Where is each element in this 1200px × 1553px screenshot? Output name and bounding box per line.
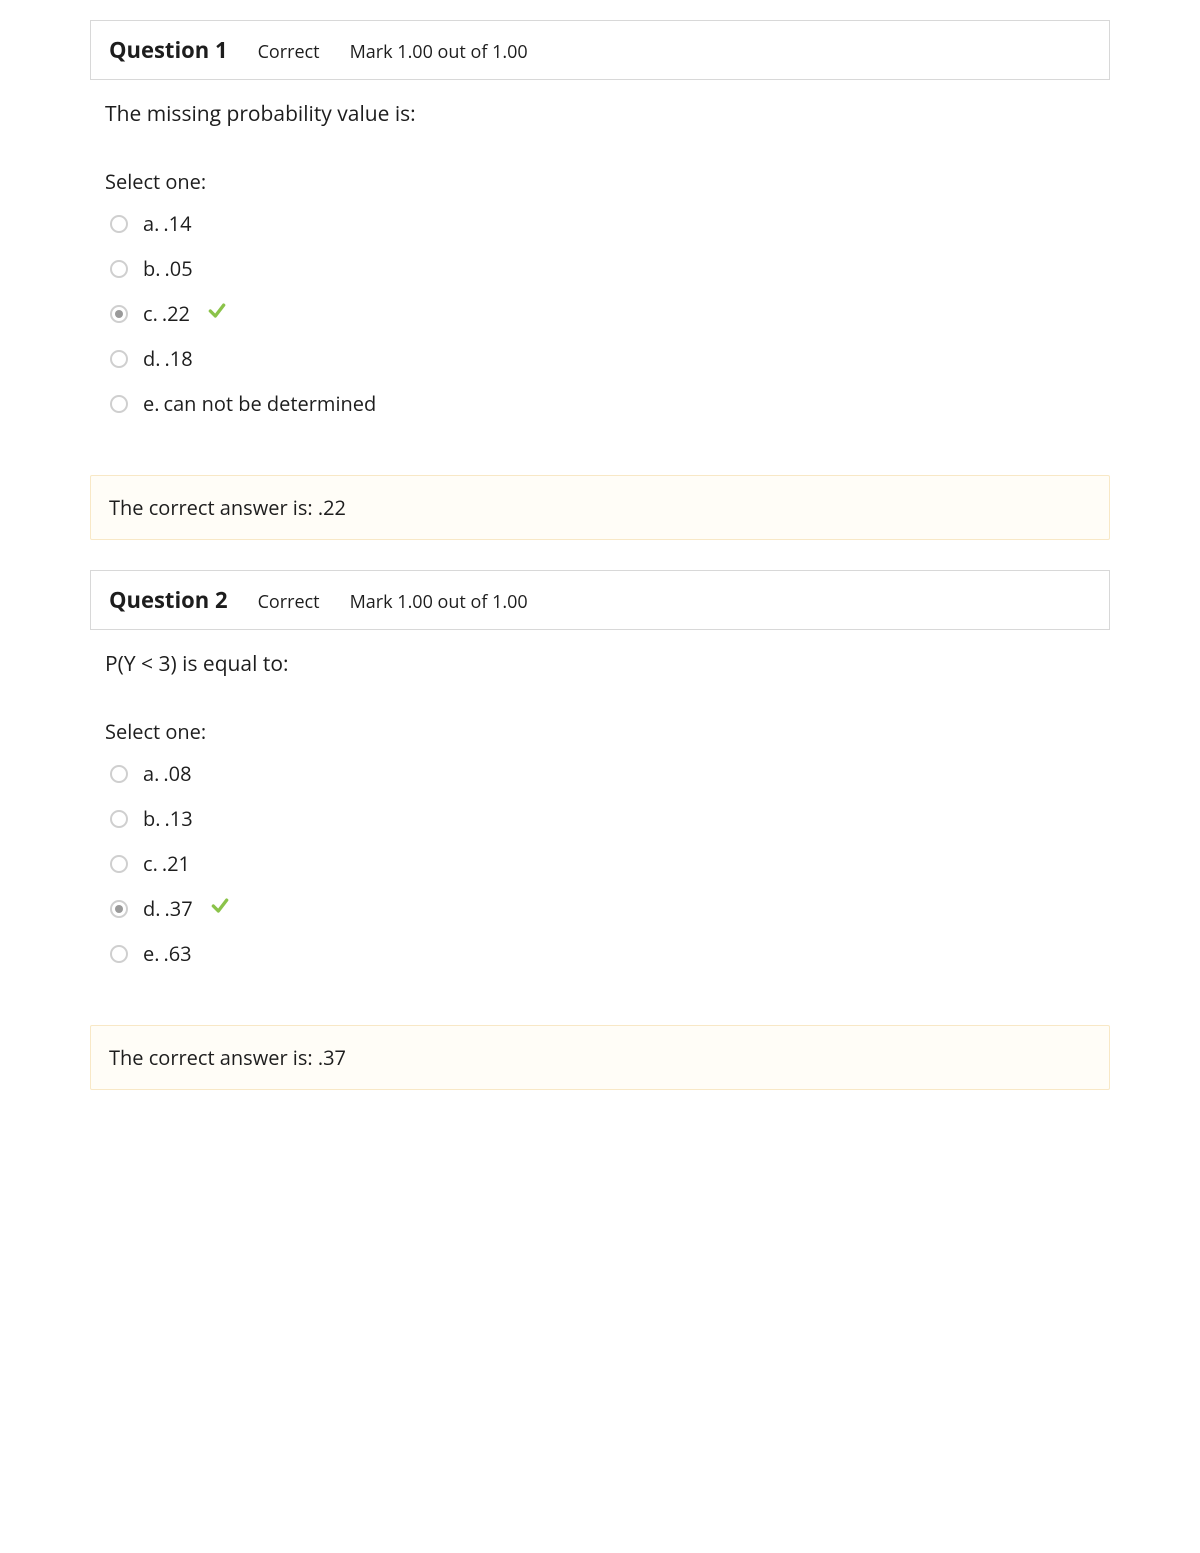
radio-button[interactable] bbox=[110, 855, 128, 873]
check-icon bbox=[207, 301, 227, 321]
correct-check-icon bbox=[205, 300, 227, 327]
option-text: .08 bbox=[163, 760, 191, 787]
option[interactable]: b..13 bbox=[110, 805, 1095, 832]
radio-button[interactable] bbox=[110, 260, 128, 278]
question-number: 2 bbox=[215, 585, 228, 615]
check-icon bbox=[210, 896, 230, 916]
question-prompt: The missing probability value is: bbox=[105, 100, 1095, 128]
option-label: d..37 bbox=[143, 895, 193, 922]
radio-button[interactable] bbox=[110, 305, 128, 323]
option[interactable]: c..22 bbox=[110, 300, 1095, 327]
radio-button[interactable] bbox=[110, 215, 128, 233]
feedback-box: The correct answer is: .37 bbox=[90, 1025, 1110, 1090]
radio-button[interactable] bbox=[110, 395, 128, 413]
option-label: d..18 bbox=[143, 345, 193, 372]
option-text: .37 bbox=[165, 895, 193, 922]
question-prefix: Question bbox=[109, 585, 209, 615]
option-letter: a. bbox=[143, 760, 159, 787]
question-header: Question 2 Correct Mark 1.00 out of 1.00 bbox=[90, 570, 1110, 630]
option-text: .21 bbox=[162, 850, 190, 877]
radio-button[interactable] bbox=[110, 810, 128, 828]
option-letter: b. bbox=[143, 805, 161, 832]
question-block: Question 2 Correct Mark 1.00 out of 1.00 P(… bbox=[90, 570, 1110, 1090]
radio-button[interactable] bbox=[110, 765, 128, 783]
option-label: c..22 bbox=[143, 300, 190, 327]
option-letter: d. bbox=[143, 345, 161, 372]
option-letter: c. bbox=[143, 850, 158, 877]
option[interactable]: a..08 bbox=[110, 760, 1095, 787]
question-body: P(Y < 3) is equal to:Select one:a..08b..… bbox=[90, 630, 1110, 995]
radio-button[interactable] bbox=[110, 945, 128, 963]
option-text: .63 bbox=[163, 940, 191, 967]
option-letter: d. bbox=[143, 895, 161, 922]
option-text: can not be determined bbox=[163, 390, 376, 417]
question-prompt: P(Y < 3) is equal to: bbox=[105, 650, 1095, 678]
option-label: c..21 bbox=[143, 850, 190, 877]
question-mark: Mark 1.00 out of 1.00 bbox=[350, 590, 528, 614]
question-body: The missing probability value is: Select … bbox=[90, 80, 1110, 445]
question-header: Question 1 Correct Mark 1.00 out of 1.00 bbox=[90, 20, 1110, 80]
option-label: e..63 bbox=[143, 940, 192, 967]
question-prefix: Question bbox=[109, 35, 209, 65]
option-text: .05 bbox=[165, 255, 193, 282]
option[interactable]: e..63 bbox=[110, 940, 1095, 967]
option-label: a..14 bbox=[143, 210, 192, 237]
feedback-box: The correct answer is: .22 bbox=[90, 475, 1110, 540]
question-block: Question 1 Correct Mark 1.00 out of 1.00 Th… bbox=[90, 20, 1110, 540]
option-text: .13 bbox=[165, 805, 193, 832]
option-letter: e. bbox=[143, 390, 159, 417]
question-title: Question 1 bbox=[109, 35, 228, 65]
option-letter: b. bbox=[143, 255, 161, 282]
option-text: .14 bbox=[163, 210, 191, 237]
select-one-label: Select one: bbox=[105, 168, 1095, 195]
option[interactable]: a..14 bbox=[110, 210, 1095, 237]
option-label: a..08 bbox=[143, 760, 192, 787]
option[interactable]: e.can not be determined bbox=[110, 390, 1095, 417]
option[interactable]: d..37 bbox=[110, 895, 1095, 922]
option-label: e.can not be determined bbox=[143, 390, 376, 417]
option[interactable]: c..21 bbox=[110, 850, 1095, 877]
question-status: Correct bbox=[258, 590, 320, 614]
option-text: .18 bbox=[165, 345, 193, 372]
question-mark: Mark 1.00 out of 1.00 bbox=[350, 40, 528, 64]
option-label: b..05 bbox=[143, 255, 193, 282]
option[interactable]: d..18 bbox=[110, 345, 1095, 372]
correct-check-icon bbox=[208, 895, 230, 922]
option-letter: a. bbox=[143, 210, 159, 237]
radio-button[interactable] bbox=[110, 900, 128, 918]
options-list: a..14b..05c..22d..18e.can not be determi… bbox=[105, 210, 1095, 417]
option-text: .22 bbox=[162, 300, 190, 327]
question-status: Correct bbox=[258, 40, 320, 64]
radio-button[interactable] bbox=[110, 350, 128, 368]
question-title: Question 2 bbox=[109, 585, 228, 615]
option[interactable]: b..05 bbox=[110, 255, 1095, 282]
options-list: a..08b..13c..21d..37e..63 bbox=[105, 760, 1095, 967]
option-label: b..13 bbox=[143, 805, 193, 832]
option-letter: c. bbox=[143, 300, 158, 327]
question-number: 1 bbox=[215, 35, 228, 65]
option-letter: e. bbox=[143, 940, 159, 967]
select-one-label: Select one: bbox=[105, 718, 1095, 745]
